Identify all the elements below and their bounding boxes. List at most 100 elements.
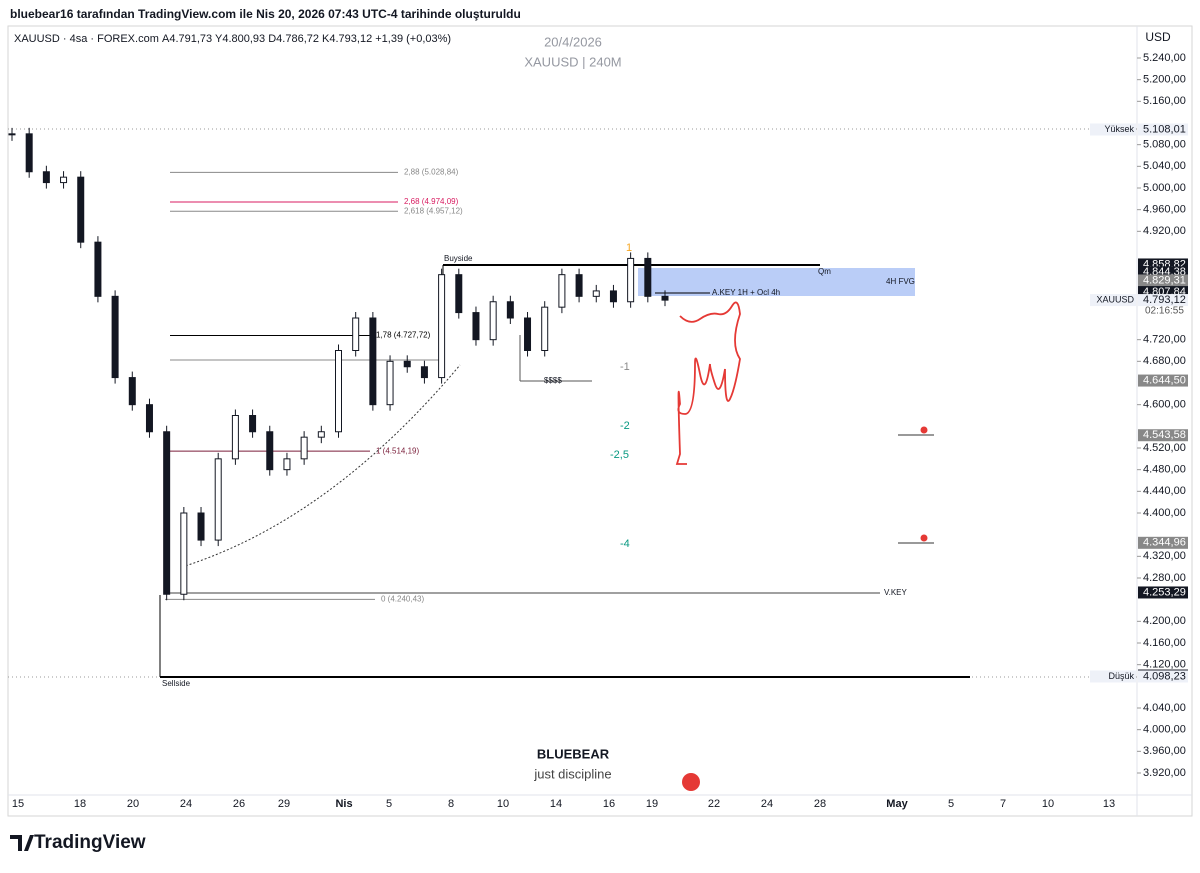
date-label: 19 — [646, 798, 658, 810]
badge-tag-label: Düşük — [1108, 671, 1134, 681]
price-label: 5.200,00 — [1143, 74, 1186, 86]
candle — [266, 431, 274, 471]
candle — [180, 512, 188, 595]
date-label: 29 — [278, 798, 290, 810]
note: $$$$ — [544, 376, 562, 385]
candle — [403, 360, 411, 368]
date-label: May — [886, 798, 908, 810]
price-label: 5.160,00 — [1143, 95, 1186, 107]
price-badge — [1138, 586, 1188, 599]
price-badge — [1138, 670, 1188, 683]
price-badge — [1138, 374, 1188, 387]
price-label: 3.920,00 — [1143, 767, 1186, 779]
candle — [249, 415, 257, 433]
fvg-box — [638, 268, 915, 296]
watermark: XAUUSD | 240M — [524, 54, 621, 69]
badge-label: 4.793,12 — [1143, 294, 1186, 306]
candle — [420, 366, 428, 379]
logo-icon — [10, 835, 34, 851]
price-badge — [1138, 429, 1188, 442]
candle — [197, 512, 205, 541]
date-label: 26 — [233, 798, 245, 810]
curve-arrow — [181, 364, 461, 568]
candle — [455, 274, 463, 314]
date-label: 10 — [1042, 798, 1054, 810]
candle — [575, 274, 583, 297]
logo: TradingView — [34, 832, 146, 853]
candle — [163, 431, 171, 595]
date-label: 18 — [74, 798, 86, 810]
date-label: 22 — [708, 798, 720, 810]
candle — [25, 133, 33, 173]
price-label: 5.080,00 — [1143, 139, 1186, 151]
candle — [627, 257, 635, 303]
note: -2 — [620, 420, 630, 432]
price-label: 5.240,00 — [1143, 52, 1186, 64]
brand: BLUEBEAR — [537, 746, 610, 761]
price-label: 4.680,00 — [1143, 355, 1186, 367]
candle — [111, 295, 119, 379]
candle — [661, 295, 669, 301]
watermark: 20/4/2026 — [544, 34, 602, 49]
badge-tag-label: XAUUSD — [1096, 294, 1134, 304]
candle — [300, 436, 308, 460]
note: V.KEY — [884, 588, 907, 597]
price-label: 4.000,00 — [1143, 724, 1186, 736]
badge-tag — [1090, 123, 1136, 136]
candle — [541, 306, 549, 351]
badge-label: 4.644,50 — [1143, 374, 1186, 386]
target-icon — [920, 426, 928, 434]
price-badge — [1138, 536, 1188, 549]
badge-label: 4.098,23 — [1143, 670, 1186, 682]
price-label: 4.040,00 — [1143, 702, 1186, 714]
candle — [438, 274, 446, 379]
price-label: 4.720,00 — [1143, 334, 1186, 346]
frame — [7, 25, 1193, 817]
date-label: 5 — [948, 798, 954, 810]
candle — [524, 317, 532, 351]
badge-tag — [1090, 294, 1136, 307]
date-label: 16 — [603, 798, 615, 810]
flag-icon — [682, 773, 700, 791]
date-label: 13 — [1103, 798, 1115, 810]
price-label: 4.120,00 — [1143, 659, 1186, 671]
candle — [214, 458, 222, 541]
candle — [644, 257, 652, 297]
countdown: 02:16:55 — [1145, 306, 1184, 317]
candle — [128, 377, 136, 406]
caption: bluebear16 tarafından TradingView.com il… — [10, 7, 521, 21]
candle — [592, 290, 600, 297]
ohlc: A4.791,73 Y4.800,93 D4.786,72 K4.793,12 … — [162, 33, 451, 45]
badge-label: 5.108,01 — [1143, 123, 1186, 135]
date-label: 10 — [497, 798, 509, 810]
note: 1 — [626, 242, 632, 254]
date-label: 24 — [761, 798, 773, 810]
date-label: 5 — [386, 798, 392, 810]
price-label: 4.200,00 — [1143, 615, 1186, 627]
price-label: 4.320,00 — [1143, 550, 1186, 562]
fib-label: 0 (4.240,43) — [381, 595, 424, 604]
fib-label: 1,78 (4.727,72) — [376, 331, 431, 340]
candle — [42, 171, 50, 184]
price-label: 4.960,00 — [1143, 204, 1186, 216]
fib-label: 2,68 (4.974,09) — [404, 197, 459, 206]
date-label: Nis — [335, 798, 352, 810]
date-label: 20 — [127, 798, 139, 810]
date-label: 7 — [1000, 798, 1006, 810]
price-badge — [1138, 274, 1188, 287]
note: Buyside — [444, 254, 473, 263]
price-label: 4.280,00 — [1143, 572, 1186, 584]
candle — [472, 312, 480, 341]
note: -4 — [620, 538, 630, 550]
candle — [94, 241, 102, 297]
candle — [231, 415, 239, 460]
price-label: 3.960,00 — [1143, 745, 1186, 757]
currency: USD — [1145, 30, 1171, 44]
price-label: 4.440,00 — [1143, 485, 1186, 497]
badge-label: 4.253,29 — [1143, 586, 1186, 598]
price-label: 4.520,00 — [1143, 442, 1186, 454]
note: Sellside — [162, 679, 191, 688]
badge-tag — [1090, 670, 1136, 683]
